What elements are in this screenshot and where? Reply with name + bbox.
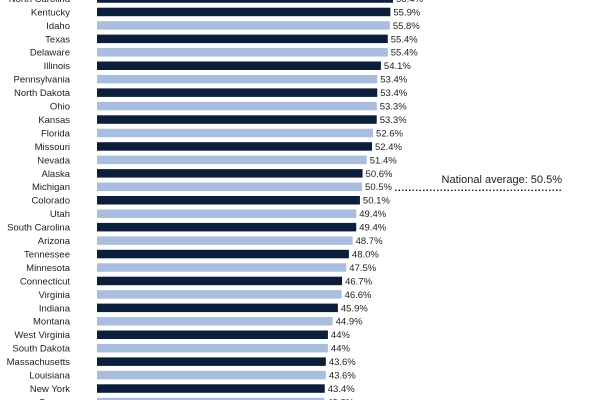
value-label: 50.1% <box>363 196 390 207</box>
national-average-label: National average: 50.5% <box>442 174 563 186</box>
bar <box>97 61 381 70</box>
value-label: 50.6% <box>366 169 393 180</box>
bar <box>97 196 360 205</box>
category-label: Montana <box>33 317 71 328</box>
bar <box>97 397 325 400</box>
category-label: Virginia <box>38 290 70 301</box>
bar <box>97 74 378 84</box>
value-label: 53.3% <box>380 102 407 113</box>
value-label: 56.4% <box>396 0 423 5</box>
category-label: Kentucky <box>31 7 70 18</box>
category-label: Nevada <box>37 155 70 166</box>
category-label: Ohio <box>50 102 70 113</box>
category-label: Florida <box>41 128 71 139</box>
value-label: 44.9% <box>336 317 363 328</box>
value-label: 55.4% <box>391 48 418 59</box>
bar <box>97 88 378 97</box>
category-label: North Dakota <box>14 88 71 99</box>
value-label: 53.3% <box>380 115 407 126</box>
value-label: 55.9% <box>393 7 420 18</box>
bar <box>97 34 388 44</box>
bar <box>97 128 374 138</box>
bar <box>97 222 357 232</box>
bar <box>97 236 353 245</box>
value-label: 53.4% <box>380 75 407 86</box>
category-label: Idaho <box>46 21 70 32</box>
category-label: Louisiana <box>29 371 70 382</box>
bars-layer: North Carolina 56.4% Kentucky 55.9% Idaho 55.… <box>7 0 423 400</box>
value-label: 43.6% <box>329 371 356 382</box>
bar <box>97 115 377 124</box>
category-label: Minnesota <box>26 263 71 274</box>
bar <box>97 21 390 30</box>
value-label: 54.1% <box>384 61 411 72</box>
category-label: South Dakota <box>12 344 70 355</box>
category-label: North Carolina <box>9 0 71 5</box>
category-label: Illinois <box>44 61 71 72</box>
bar <box>97 384 325 393</box>
value-label: 46.7% <box>345 276 372 287</box>
national-average-annotation: National average: 50.5% <box>395 174 563 191</box>
bar <box>97 370 326 380</box>
category-label: Arizona <box>38 236 71 247</box>
bar <box>97 357 326 366</box>
bar <box>97 317 333 326</box>
category-label: Connecticut <box>20 276 71 287</box>
value-label: 52.6% <box>376 128 403 139</box>
value-label: 49.4% <box>359 209 386 220</box>
value-label: 48.0% <box>352 249 379 260</box>
bar <box>97 276 343 286</box>
bar <box>97 249 349 259</box>
category-label: West Virginia <box>14 330 70 341</box>
bar <box>97 0 393 3</box>
bar <box>97 330 328 339</box>
value-label: 43.3% <box>327 397 354 400</box>
value-label: 43.4% <box>328 384 355 395</box>
value-label: 51.4% <box>370 155 397 166</box>
category-label: Utah <box>50 209 70 220</box>
value-label: 46.6% <box>345 290 372 301</box>
category-label: Indiana <box>39 303 71 314</box>
category-label: Texas <box>45 34 70 45</box>
bar <box>97 7 391 17</box>
bar <box>97 48 388 57</box>
value-label: 44% <box>331 330 351 341</box>
bar <box>97 101 377 111</box>
category-label: Kansas <box>38 115 70 126</box>
value-label: 55.4% <box>391 34 418 45</box>
bar <box>97 263 347 272</box>
value-label: 45.9% <box>341 303 368 314</box>
category-label: Massachusetts <box>7 357 71 368</box>
value-label: 44% <box>331 344 351 355</box>
value-label: 50.5% <box>365 182 392 193</box>
value-label: 49.4% <box>359 223 386 234</box>
category-label: Michigan <box>32 182 70 193</box>
bar <box>97 155 367 165</box>
value-label: 48.7% <box>356 236 383 247</box>
category-label: Alaska <box>41 169 70 180</box>
category-label: New York <box>30 384 70 395</box>
value-label: 47.5% <box>349 263 376 274</box>
category-label: Delaware <box>30 48 70 59</box>
category-label: South Carolina <box>7 223 71 234</box>
value-label: 53.4% <box>380 88 407 99</box>
category-label: Oregon <box>38 397 70 400</box>
bar <box>97 142 373 151</box>
value-label: 43.6% <box>329 357 356 368</box>
bar <box>97 209 357 218</box>
bar <box>97 303 338 313</box>
value-label: 52.4% <box>375 142 402 153</box>
bar <box>97 343 328 353</box>
bar <box>97 182 363 192</box>
category-label: Missouri <box>35 142 70 153</box>
category-label: Colorado <box>31 196 70 207</box>
category-label: Tennessee <box>24 249 70 260</box>
bar <box>97 290 342 299</box>
category-label: Pennsylvania <box>13 75 70 86</box>
bar <box>97 169 363 178</box>
value-label: 55.8% <box>393 21 420 32</box>
